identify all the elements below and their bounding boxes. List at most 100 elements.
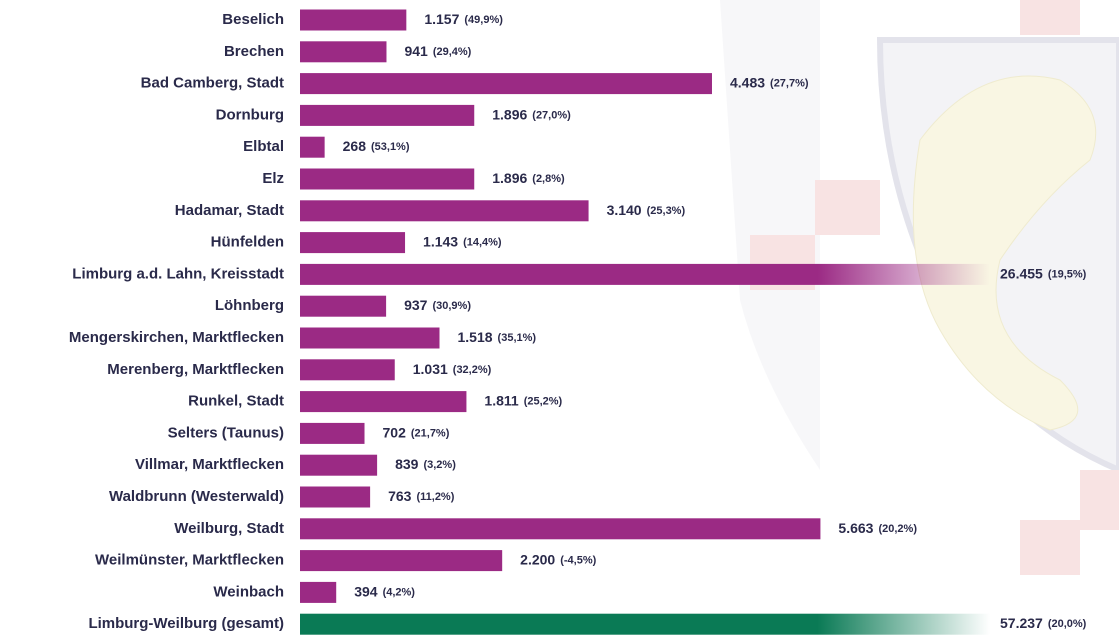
- category-label: Selters (Taunus): [168, 424, 284, 441]
- value-label: 1.896 (27,0%): [492, 106, 571, 122]
- bar: [300, 422, 365, 444]
- category-label: Mengerskirchen, Marktflecken: [69, 329, 284, 346]
- value-label: 763 (11,2%): [388, 488, 455, 504]
- value: 26.455: [1000, 265, 1043, 281]
- bar: [300, 613, 990, 635]
- value-label: 1.031 (32,2%): [413, 361, 492, 377]
- value: 2.200: [520, 551, 555, 567]
- change: (32,2%): [453, 364, 492, 376]
- value-label: 57.237 (20,0%): [1000, 615, 1087, 631]
- change: (19,5%): [1048, 268, 1087, 280]
- category-label: Elz: [262, 170, 284, 187]
- value-label: 702 (21,7%): [383, 424, 450, 440]
- value: 1.518: [458, 329, 493, 345]
- change: (11,2%): [416, 491, 454, 503]
- change: (20,2%): [878, 523, 917, 535]
- value: 394: [354, 583, 378, 599]
- value: 1.143: [423, 233, 458, 249]
- change: (21,7%): [411, 427, 450, 439]
- bar: [300, 295, 387, 317]
- value: 1.896: [492, 106, 527, 122]
- change: (20,0%): [1048, 618, 1087, 630]
- value: 5.663: [838, 520, 873, 536]
- category-label: Löhnberg: [215, 297, 284, 314]
- value: 4.483: [730, 74, 765, 90]
- bar: [300, 104, 475, 126]
- value-label: 839 (3,2%): [395, 456, 456, 472]
- value: 839: [395, 456, 419, 472]
- value: 1.896: [492, 170, 527, 186]
- value: 1.157: [424, 11, 459, 27]
- value-label: 394 (4,2%): [354, 583, 415, 599]
- bar: [300, 263, 990, 285]
- category-label: Weilmünster, Marktflecken: [95, 552, 284, 569]
- change: (25,3%): [647, 205, 686, 217]
- category-label: Beselich: [222, 11, 284, 28]
- bar: [300, 581, 337, 603]
- category-label: Waldbrunn (Westerwald): [109, 488, 284, 505]
- value: 763: [388, 488, 412, 504]
- value: 268: [343, 138, 367, 154]
- change: (29,4%): [433, 46, 472, 58]
- change: (3,2%): [423, 459, 456, 471]
- value-label: 1.143 (14,4%): [423, 233, 502, 249]
- change: (53,1%): [371, 141, 410, 153]
- change: (35,1%): [498, 332, 537, 344]
- category-label: Runkel, Stadt: [188, 393, 284, 410]
- category-label: Brechen: [224, 43, 284, 60]
- change: (49,9%): [464, 14, 503, 26]
- bar: [300, 168, 475, 190]
- value-label: 1.896 (2,8%): [492, 170, 565, 186]
- value: 937: [404, 297, 428, 313]
- bar: [300, 41, 387, 63]
- category-label: Hünfelden: [211, 234, 284, 251]
- value-label: 937 (30,9%): [404, 297, 471, 313]
- value-label: 2.200 (-4,5%): [520, 551, 596, 567]
- value: 1.811: [484, 392, 518, 408]
- value-label: 1.157 (49,9%): [424, 11, 503, 27]
- category-label: Limburg-Weilburg (gesamt): [88, 615, 284, 632]
- bar: [300, 454, 378, 476]
- category-label: Bad Camberg, Stadt: [141, 75, 284, 92]
- bar: [300, 200, 589, 222]
- value-label: 1.518 (35,1%): [458, 329, 537, 345]
- value-label: 4.483 (27,7%): [730, 74, 809, 90]
- value-label: 941 (29,4%): [404, 43, 471, 59]
- bar: [300, 232, 406, 254]
- category-label: Limburg a.d. Lahn, Kreisstadt: [72, 265, 284, 282]
- value: 1.031: [413, 361, 448, 377]
- category-label: Villmar, Marktflecken: [135, 456, 284, 473]
- value-label: 26.455 (19,5%): [1000, 265, 1087, 281]
- bar: [300, 73, 712, 95]
- value-label: 268 (53,1%): [343, 138, 410, 154]
- category-label: Elbtal: [243, 138, 284, 155]
- change: (14,4%): [463, 237, 502, 249]
- change: (-4,5%): [560, 555, 596, 567]
- bar: [300, 359, 395, 381]
- category-label: Weinbach: [213, 583, 284, 600]
- value: 941: [404, 43, 428, 59]
- category-label: Hadamar, Stadt: [175, 202, 284, 219]
- change: (27,7%): [770, 78, 809, 90]
- bar: [300, 327, 440, 349]
- change: (4,2%): [383, 586, 416, 598]
- bar: [300, 550, 503, 572]
- background-crest: [720, 0, 1119, 575]
- bar: [300, 391, 467, 413]
- bar: [300, 136, 325, 158]
- value-label: 3.140 (25,3%): [607, 202, 686, 218]
- bar: [300, 518, 821, 540]
- value-label: 1.811 (25,2%): [484, 392, 562, 408]
- value: 3.140: [607, 202, 642, 218]
- category-label: Dornburg: [216, 106, 284, 123]
- category-label: Weilburg, Stadt: [174, 520, 284, 537]
- value: 57.237: [1000, 615, 1043, 631]
- value-label: 5.663 (20,2%): [838, 520, 917, 536]
- change: (25,2%): [524, 396, 563, 408]
- change: (30,9%): [432, 300, 471, 312]
- change: (27,0%): [532, 109, 571, 121]
- change: (2,8%): [532, 173, 565, 185]
- bar: [300, 9, 407, 31]
- value: 702: [383, 424, 407, 440]
